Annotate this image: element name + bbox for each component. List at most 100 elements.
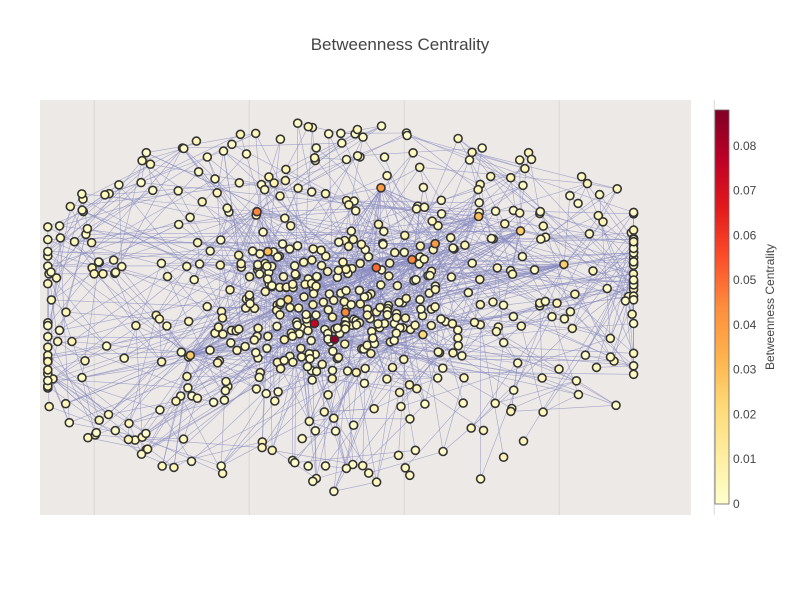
- network-node: [320, 251, 331, 262]
- network-node: [518, 436, 529, 446]
- network-edge: [461, 304, 481, 356]
- network-edge: [256, 142, 342, 212]
- network-node: [249, 335, 260, 345]
- network-node: [267, 280, 277, 291]
- network-edge: [334, 293, 342, 329]
- network-edge: [464, 233, 590, 246]
- network-node: [467, 258, 478, 269]
- network-node: [567, 323, 578, 334]
- network-edge: [220, 400, 225, 467]
- network-edge: [457, 138, 511, 178]
- network-edge: [147, 399, 225, 450]
- network-node: [324, 289, 335, 299]
- network-node: [371, 262, 382, 273]
- network-node: [540, 296, 551, 307]
- network-node: [565, 306, 576, 317]
- network-node: [605, 352, 616, 362]
- network-node: [173, 219, 184, 230]
- network-edge: [82, 198, 335, 340]
- network-node: [355, 258, 366, 269]
- network-node: [379, 152, 390, 162]
- network-node: [142, 444, 153, 454]
- colorbar-gradient: [714, 109, 730, 505]
- network-edge: [297, 132, 407, 189]
- network-edge: [542, 394, 579, 413]
- network-node: [263, 246, 273, 257]
- network-edge: [155, 211, 258, 316]
- network-edge: [403, 259, 413, 360]
- network-edge: [380, 187, 481, 280]
- network-edge: [352, 352, 440, 465]
- network-node: [269, 396, 280, 406]
- network-node: [182, 371, 192, 382]
- network-node: [582, 178, 593, 189]
- network-node: [362, 310, 373, 320]
- network-node: [293, 303, 304, 313]
- network-node: [182, 261, 192, 272]
- network-edge: [406, 132, 511, 178]
- network-node: [460, 240, 470, 250]
- network-node: [292, 241, 303, 251]
- network-node: [217, 468, 228, 479]
- network-edge: [161, 395, 181, 467]
- network-edge: [47, 345, 107, 360]
- network-edge: [419, 167, 442, 201]
- network-node: [343, 200, 354, 210]
- network-node: [176, 347, 187, 358]
- colorbar-tick-label: 0.04: [733, 318, 757, 332]
- network-node: [463, 287, 474, 298]
- network-node: [245, 298, 255, 309]
- network-edge: [471, 152, 520, 214]
- network-node: [457, 350, 467, 361]
- colorbar-tick-label: 0.03: [733, 363, 757, 377]
- network-node: [279, 334, 290, 345]
- network-edge: [315, 368, 366, 431]
- network-node: [477, 143, 488, 153]
- network-edge: [52, 378, 109, 415]
- network-edge: [82, 140, 197, 200]
- network-node: [415, 241, 426, 251]
- network-edge: [457, 325, 522, 331]
- network-edge: [183, 148, 290, 250]
- network-node: [236, 258, 246, 269]
- network-node: [252, 206, 262, 217]
- network-node: [611, 400, 621, 411]
- network-edge: [524, 168, 634, 287]
- network-node: [416, 304, 426, 314]
- network-edge: [47, 315, 157, 348]
- network-node: [218, 329, 228, 340]
- network-node: [516, 321, 527, 331]
- network-node: [445, 232, 456, 243]
- network-node: [283, 294, 293, 305]
- network-node: [341, 463, 352, 474]
- network-node: [305, 353, 315, 364]
- network-edge: [457, 323, 634, 339]
- network-edge: [347, 370, 634, 375]
- network-node: [474, 274, 485, 285]
- network-node: [342, 366, 353, 376]
- network-edge: [50, 178, 216, 273]
- network-edge: [471, 152, 541, 214]
- network-edge: [334, 339, 438, 379]
- network-node: [473, 211, 484, 222]
- network-edge: [314, 323, 363, 466]
- network-node: [277, 239, 288, 249]
- network-edge: [118, 163, 151, 186]
- network-edge: [85, 190, 153, 235]
- network-node: [554, 364, 564, 374]
- network-edge: [602, 221, 634, 249]
- network-edge: [47, 148, 184, 252]
- network-node: [309, 318, 320, 329]
- network-edge: [563, 221, 604, 265]
- network-edge: [539, 302, 543, 379]
- network-edge: [297, 123, 312, 192]
- network-node: [259, 184, 270, 195]
- network-node: [427, 216, 438, 226]
- network-edge: [496, 331, 560, 370]
- network-edge: [492, 264, 634, 303]
- network-node: [267, 445, 278, 456]
- network-node: [343, 241, 354, 252]
- network-node: [234, 324, 244, 334]
- network-node: [251, 384, 262, 394]
- network-node: [185, 350, 196, 361]
